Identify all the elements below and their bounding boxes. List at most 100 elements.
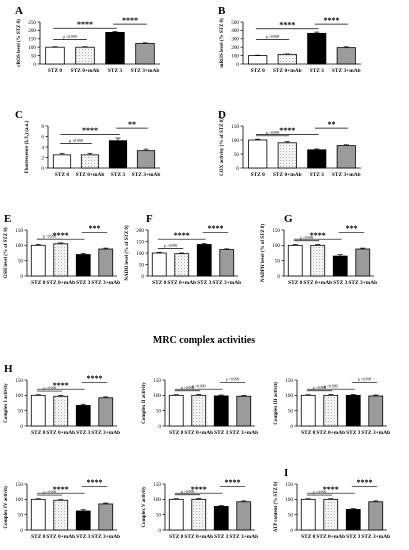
category-label: STZ 3	[108, 68, 123, 74]
y-axis-label: Complex II activity	[142, 382, 147, 424]
y-tick-label: 150	[285, 482, 293, 488]
bar-4	[236, 501, 252, 531]
comparison-label: p >0.999	[266, 131, 280, 135]
y-tick-label: 50	[234, 152, 240, 158]
category-label: STZ 0+mAb	[184, 534, 213, 540]
bar-2	[310, 244, 326, 277]
comparison-label: p >0.999	[181, 386, 195, 390]
y-tick-label: 100	[15, 393, 23, 399]
y-tick-label: 200	[231, 45, 239, 51]
bar-4	[98, 248, 114, 277]
y-axis-label: Complex I activity	[4, 383, 9, 423]
bar-4	[368, 501, 384, 531]
category-label: STZ 3	[197, 280, 212, 286]
y-tick-label: 100	[153, 497, 161, 503]
category-label: STZ 3+mAb	[131, 68, 160, 74]
comparison-label: p >0.999	[192, 385, 206, 389]
comparison-label: ****	[87, 478, 103, 487]
y-tick-label: 150	[15, 378, 23, 384]
y-tick-label: 150	[15, 228, 23, 234]
category-label: STZ 0	[301, 534, 316, 540]
comparison-label: ****	[357, 478, 373, 487]
bar-1	[30, 498, 46, 531]
bar-2	[191, 394, 207, 427]
y-tick-label: 0	[236, 62, 239, 68]
y-tick-label: 200	[136, 228, 144, 234]
y-tick-label: 0	[290, 528, 293, 534]
comparison-label: ***	[89, 224, 101, 233]
comparison-label: ****	[310, 231, 326, 240]
y-tick-label: 50	[288, 512, 294, 518]
bar-1	[168, 394, 184, 427]
y-tick-label: 0	[277, 274, 280, 280]
chart-panel-8: H 0 50 100 150 Complex I activity STZ 0 STZ 0+m…	[4, 363, 120, 436]
y-axis-label: COX activity (% of STZ 0)	[220, 118, 225, 176]
category-label: STZ 3	[76, 280, 91, 286]
y-tick-label: 100	[15, 243, 23, 249]
category-label: STZ 0+mAb	[273, 68, 302, 74]
comparison-label: p >0.999	[226, 378, 240, 382]
y-tick-label: 0	[41, 166, 44, 172]
bar-3	[345, 394, 361, 427]
y-tick-label: 150	[15, 482, 23, 488]
category-label: STZ 0+mAb	[303, 280, 332, 286]
bar-4	[368, 395, 384, 427]
bar-3	[307, 149, 327, 169]
category-label: STZ 3	[310, 172, 325, 178]
comparison-label: p >0.999	[266, 35, 280, 39]
y-axis-label: cROS level (% STZ 0)	[17, 19, 22, 67]
comparison-label: ****	[82, 126, 98, 135]
y-tick-label: 100	[231, 53, 239, 59]
bar-4	[236, 395, 252, 427]
comparison-label: ****	[53, 231, 69, 240]
bar-3	[213, 505, 229, 531]
y-tick-label: 100	[285, 393, 293, 399]
category-label: STZ 3+mAb	[229, 430, 258, 436]
y-tick-label: 300	[231, 37, 239, 43]
category-label: STZ 0+mAb	[316, 430, 345, 436]
y-tick-label: 50	[156, 408, 162, 414]
y-tick-label: 100	[285, 497, 293, 503]
y-tick-label: 0	[33, 62, 36, 68]
bar-4	[336, 145, 356, 169]
y-tick-label: 50	[139, 262, 145, 268]
y-tick-label: 150	[285, 378, 293, 384]
bar-4	[98, 503, 114, 531]
category-label: STZ 0+mAb	[184, 430, 213, 436]
category-label: STZ 3+mAb	[348, 280, 377, 286]
category-label: STZ 3	[76, 430, 91, 436]
category-label: STZ 0	[251, 172, 266, 178]
comparison-label: ****	[53, 485, 69, 494]
y-axis-label: ATP content (% STZ 0)	[274, 481, 279, 532]
bar-1	[45, 46, 65, 65]
panel-letter: H	[4, 363, 13, 375]
chart-panel-2: B 0 100 200 300 400 500 mROS level (% STZ 0) STZ…	[218, 5, 361, 74]
y-tick-label: 500	[231, 20, 239, 26]
y-tick-label: 0	[158, 424, 161, 430]
category-label: STZ 3	[346, 430, 361, 436]
comparison-label: ****	[191, 485, 207, 494]
y-axis-label: Complex IV activity	[4, 485, 9, 528]
y-tick-label: 100	[272, 243, 280, 249]
y-tick-label: 4	[41, 145, 44, 151]
comparison-label: ****	[122, 16, 138, 25]
bar-2	[80, 154, 100, 169]
category-label: STZ 0+mAb	[46, 430, 75, 436]
category-label: STZ 3	[333, 280, 348, 286]
y-tick-label: 50	[18, 408, 24, 414]
bar-3	[75, 405, 91, 427]
bar-2	[53, 499, 69, 531]
bar-3	[105, 32, 125, 65]
category-label: STZ 3	[346, 534, 361, 540]
comparison-label: p >0.999	[43, 490, 57, 494]
comparison-label: p >0.999	[313, 386, 327, 390]
y-tick-label: 0	[158, 528, 161, 534]
panel-letter: D	[218, 109, 226, 121]
category-label: STZ 3	[214, 430, 229, 436]
category-label: STZ 0	[31, 430, 46, 436]
comparison-label: p >0.999	[43, 235, 57, 239]
